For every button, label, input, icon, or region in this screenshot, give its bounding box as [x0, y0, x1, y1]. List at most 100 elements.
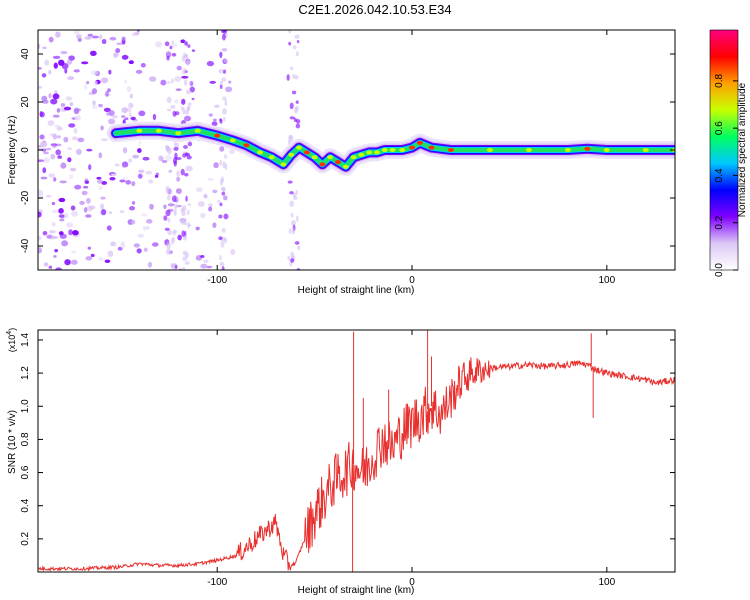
noise-dot	[112, 241, 117, 247]
noise-dot	[175, 88, 182, 91]
noise-dot	[91, 105, 98, 110]
column-dot	[219, 80, 224, 86]
column-dot	[224, 154, 227, 159]
column-dot	[166, 188, 169, 195]
column-dot	[167, 217, 171, 223]
x-tick-label: -100	[207, 275, 227, 286]
colorbar-tick-label: 0.6	[714, 121, 725, 135]
noise-dot	[216, 200, 221, 203]
noise-dot	[128, 60, 134, 65]
ridge-blob	[358, 152, 365, 157]
column-dot	[293, 196, 298, 200]
noise-dot	[63, 106, 72, 111]
column-dot	[184, 172, 189, 177]
noise-dot	[54, 248, 59, 253]
noise-dot	[48, 230, 56, 234]
noise-dot	[151, 242, 159, 247]
noise-dot	[143, 247, 148, 252]
column-dot	[287, 255, 291, 261]
column-dot	[176, 170, 180, 177]
noise-dot	[105, 90, 109, 97]
ridge-blob	[389, 148, 396, 152]
noise-dot	[42, 231, 48, 236]
colorbar-tick-label: 0.0	[714, 263, 725, 277]
noise-dot	[197, 201, 205, 207]
noise-dot	[98, 34, 103, 40]
noise-dot	[73, 128, 78, 134]
noise-dot	[68, 123, 76, 128]
noise-dot	[120, 115, 126, 118]
noise-dot	[76, 148, 82, 155]
ridge-blob	[642, 148, 649, 152]
noise-dot	[84, 84, 88, 91]
noise-dot	[71, 210, 78, 217]
noise-dot	[229, 149, 235, 155]
noise-dot	[135, 69, 143, 74]
noise-dot	[161, 159, 168, 164]
noise-dot	[189, 86, 196, 93]
noise-dot	[168, 169, 173, 173]
noise-dot	[191, 49, 196, 52]
noise-dot	[103, 107, 111, 112]
noise-dot	[138, 140, 142, 145]
y-tick-label: 0.8	[20, 432, 31, 446]
noise-dot	[43, 151, 49, 155]
figure-title: C2E1.2026.042.10.53.E34	[298, 2, 451, 17]
noise-dot	[47, 120, 55, 126]
noise-dot	[45, 194, 52, 198]
noise-dot	[38, 86, 43, 89]
column-dot	[165, 248, 171, 256]
noise-dot	[175, 188, 182, 194]
noise-dot	[100, 196, 106, 200]
noise-dot	[98, 103, 103, 108]
column-dot	[290, 251, 295, 259]
ridge-blob	[447, 148, 454, 152]
noise-dot	[40, 141, 48, 148]
noise-dot	[73, 30, 80, 35]
noise-dot	[44, 59, 50, 66]
ridge-blob	[268, 155, 275, 160]
noise-dot	[170, 43, 178, 48]
ridge-blob	[409, 145, 416, 150]
noise-dot	[56, 135, 61, 139]
noise-dot	[212, 189, 218, 194]
noise-dot	[131, 219, 136, 225]
column-dot	[182, 109, 187, 115]
noise-dot	[53, 62, 58, 69]
noise-dot	[68, 55, 75, 61]
noise-dot	[85, 256, 93, 261]
column-dot	[166, 55, 170, 61]
noise-dot	[140, 63, 146, 68]
noise-dot	[225, 86, 233, 93]
noise-dot	[164, 154, 172, 162]
noise-dot	[57, 155, 62, 159]
noise-dot	[90, 253, 95, 258]
column-dot	[288, 228, 292, 234]
column-dot	[294, 241, 300, 245]
column-dot	[174, 264, 178, 270]
column-dot	[292, 45, 297, 50]
column-dot	[222, 69, 227, 74]
column-dot	[164, 144, 169, 150]
column-dot	[184, 261, 190, 265]
y-tick-label: 0.2	[20, 531, 31, 545]
noise-dot	[75, 34, 82, 39]
column-dot	[223, 237, 228, 244]
column-dot	[295, 123, 301, 129]
noise-dot	[58, 214, 66, 218]
noise-dot	[54, 143, 62, 147]
column-dot	[289, 102, 294, 110]
noise-dot	[109, 177, 116, 181]
noise-dot	[200, 254, 205, 258]
y-tick-label: 0	[20, 147, 31, 153]
column-dot	[289, 191, 294, 195]
ridge-blob	[327, 155, 334, 160]
noise-dot	[100, 203, 105, 210]
ridge-blob	[280, 162, 287, 167]
noise-dot	[115, 48, 121, 54]
noise-dot	[74, 108, 82, 112]
noise-dot	[160, 79, 167, 86]
noise-dot	[66, 59, 73, 65]
noise-dot	[61, 240, 69, 247]
noise-dot	[55, 267, 62, 270]
